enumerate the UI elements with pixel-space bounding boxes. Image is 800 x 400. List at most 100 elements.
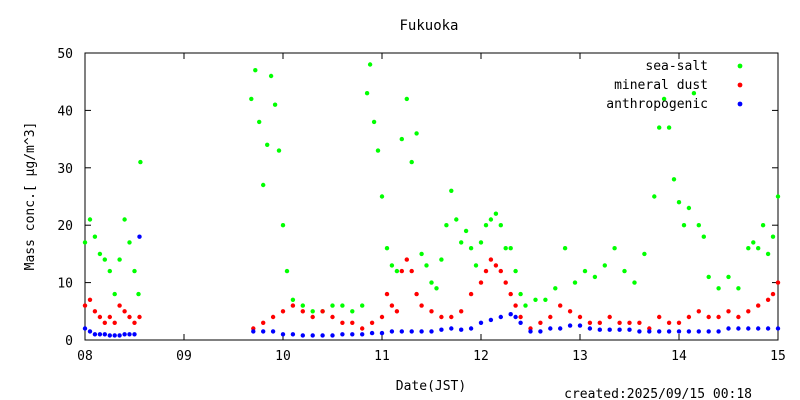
data-point-sea-salt — [409, 159, 414, 165]
data-point-anthropogenic — [102, 332, 108, 337]
legend-marker — [737, 63, 743, 69]
data-point-sea-salt — [459, 240, 464, 245]
data-point-anthropogenic — [112, 333, 117, 338]
data-point-sea-salt — [280, 223, 286, 228]
data-point-sea-salt — [310, 309, 315, 314]
data-point-mineral-dust — [270, 314, 276, 320]
data-point-anthropogenic — [775, 326, 781, 331]
data-point-mineral-dust — [384, 291, 390, 297]
data-point-mineral-dust — [107, 314, 113, 320]
data-point-sea-salt — [582, 268, 588, 274]
x-tick-label: 10 — [275, 349, 291, 364]
data-point-mineral-dust — [280, 309, 286, 314]
data-point-mineral-dust — [508, 291, 513, 297]
data-point-mineral-dust — [756, 303, 761, 308]
data-point-sea-salt — [657, 125, 662, 130]
data-point-mineral-dust — [102, 320, 108, 325]
data-point-anthropogenic — [340, 332, 345, 337]
data-point-anthropogenic — [320, 333, 325, 338]
data-point-mineral-dust — [607, 314, 612, 320]
data-point-mineral-dust — [404, 257, 409, 262]
data-point-anthropogenic — [82, 326, 88, 331]
data-point-anthropogenic — [637, 329, 642, 334]
data-point-mineral-dust — [379, 314, 385, 320]
data-point-mineral-dust — [369, 320, 375, 325]
data-point-mineral-dust — [394, 309, 400, 314]
data-point-anthropogenic — [696, 329, 701, 334]
data-point-mineral-dust — [567, 309, 573, 314]
x-tick-label: 14 — [671, 349, 687, 364]
chart-title: Fukuoka — [399, 18, 458, 34]
data-point-anthropogenic — [548, 326, 553, 331]
data-point-mineral-dust — [409, 268, 414, 274]
x-tick-label: 12 — [473, 349, 489, 364]
data-point-sea-salt — [138, 159, 143, 165]
data-point-sea-salt — [760, 223, 766, 228]
data-point-sea-salt — [414, 131, 419, 136]
created-timestamp: created:2025/09/15 00:18 — [564, 387, 752, 400]
data-point-anthropogenic — [607, 327, 612, 332]
data-point-anthropogenic — [87, 329, 93, 334]
data-point-mineral-dust — [696, 309, 701, 314]
data-point-anthropogenic — [627, 327, 632, 332]
data-point-sea-salt — [424, 263, 429, 268]
data-point-mineral-dust — [87, 297, 93, 302]
data-point-sea-salt — [661, 96, 667, 102]
data-point-mineral-dust — [112, 320, 117, 325]
data-point-anthropogenic — [716, 329, 721, 334]
data-point-anthropogenic — [513, 314, 518, 320]
data-point-sea-salt — [498, 223, 503, 228]
data-point-anthropogenic — [736, 326, 741, 331]
data-point-sea-salt — [102, 257, 108, 262]
data-point-anthropogenic — [330, 333, 335, 338]
data-point-sea-salt — [87, 217, 93, 222]
data-point-sea-salt — [775, 194, 781, 199]
data-point-anthropogenic — [251, 329, 256, 334]
data-point-sea-salt — [463, 228, 469, 234]
legend-label: sea-salt — [645, 59, 708, 74]
data-point-anthropogenic — [538, 329, 543, 334]
data-point-sea-salt — [483, 223, 489, 228]
data-point-sea-salt — [572, 280, 578, 285]
data-point-anthropogenic — [270, 329, 276, 334]
data-point-mineral-dust — [459, 309, 464, 314]
legend: sea-salt mineral dust anthropogenic — [606, 59, 743, 112]
data-point-anthropogenic — [399, 329, 404, 334]
data-point-sea-salt — [276, 148, 282, 153]
data-point-anthropogenic — [300, 333, 305, 338]
data-point-sea-salt — [454, 217, 459, 222]
data-point-sea-salt — [592, 274, 598, 280]
data-point-mineral-dust — [360, 326, 365, 331]
data-point-sea-salt — [726, 274, 731, 280]
data-point-sea-salt — [602, 263, 607, 268]
data-point-sea-salt — [746, 246, 751, 251]
data-point-sea-salt — [562, 246, 568, 251]
data-point-anthropogenic — [577, 323, 583, 328]
data-point-sea-salt — [360, 303, 365, 308]
data-point-sea-salt — [488, 217, 494, 222]
data-point-mineral-dust — [399, 268, 404, 274]
data-point-anthropogenic — [567, 323, 573, 328]
data-point-sea-salt — [612, 246, 617, 251]
data-point-sea-salt — [371, 119, 377, 125]
data-point-sea-salt — [272, 102, 278, 107]
data-point-sea-salt — [518, 291, 523, 297]
data-point-sea-salt — [478, 240, 484, 245]
data-point-anthropogenic — [369, 330, 375, 336]
data-point-anthropogenic — [726, 326, 731, 331]
data-point-anthropogenic — [107, 333, 113, 338]
data-point-sea-salt — [404, 96, 409, 102]
data-point-sea-salt — [439, 257, 444, 262]
data-point-sea-salt — [268, 73, 274, 79]
data-point-sea-salt — [508, 246, 513, 251]
data-point-sea-salt — [265, 142, 270, 147]
data-point-mineral-dust — [117, 303, 122, 308]
data-point-sea-salt — [364, 91, 370, 96]
data-point-sea-salt — [652, 194, 657, 199]
data-point-sea-salt — [765, 251, 771, 257]
data-point-sea-salt — [444, 223, 449, 228]
data-point-mineral-dust — [261, 320, 266, 325]
data-point-sea-salt — [513, 268, 518, 274]
y-axis-label: Mass conc.[ μg/m^3] — [23, 122, 38, 271]
data-point-mineral-dust — [330, 314, 335, 320]
